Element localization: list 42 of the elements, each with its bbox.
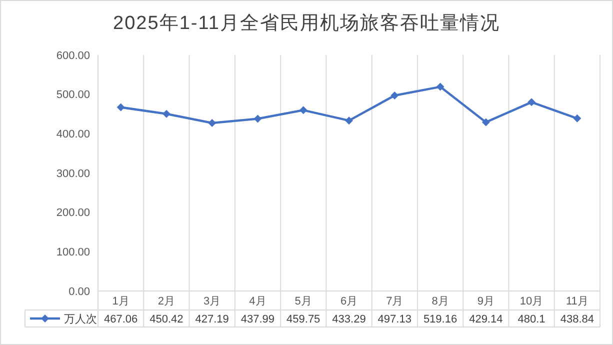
- data-label: 459.75: [286, 313, 320, 326]
- x-tick-label: 9月: [477, 295, 494, 308]
- data-label: 429.14: [469, 313, 503, 326]
- x-tick-label: 4月: [249, 295, 266, 308]
- data-label: 438.84: [560, 313, 594, 326]
- x-tick-label: 11月: [566, 295, 588, 308]
- point: [436, 82, 444, 91]
- data-label: 433.29: [332, 313, 366, 326]
- y-tick-label: 500.00: [56, 89, 90, 102]
- point: [208, 118, 216, 127]
- x-tick-label: 5月: [294, 295, 312, 308]
- point: [254, 114, 262, 123]
- chart-title: 2025年1-11月全省民用机场旅客吞吐量情况: [113, 12, 500, 34]
- y-tick-label: 0.00: [68, 286, 90, 298]
- data-label: 497.13: [378, 313, 412, 326]
- x-tick-label: 3月: [204, 295, 221, 308]
- x-tick-label: 10月: [520, 295, 544, 308]
- x-tick-label: 1月: [112, 295, 130, 308]
- y-tick-label: 600.00: [56, 50, 90, 62]
- point: [162, 110, 170, 118]
- y-tick-label: 200.00: [56, 207, 90, 220]
- data-label: 519.16: [423, 313, 458, 326]
- x-tick-label: 6月: [340, 295, 358, 308]
- data-label: 480.1: [518, 313, 546, 326]
- point: [482, 118, 490, 126]
- point: [116, 103, 125, 112]
- y-tick-label: 400.00: [56, 128, 90, 141]
- data-label: 467.06: [104, 313, 138, 326]
- point: [573, 114, 582, 122]
- data-label: 450.42: [150, 313, 184, 326]
- x-tick-label: 7月: [386, 295, 404, 308]
- data-label: 427.19: [195, 313, 229, 326]
- point: [299, 106, 308, 114]
- point: [528, 98, 536, 106]
- point: [390, 91, 399, 100]
- y-tick-label: 100.00: [56, 246, 90, 259]
- x-tick-label: 8月: [432, 295, 449, 308]
- point: [345, 116, 353, 125]
- y-tick-label: 300.00: [56, 168, 90, 180]
- x-tick-label: 2月: [158, 295, 176, 308]
- legend-label: 万人次: [64, 313, 97, 326]
- data-label: 437.99: [240, 313, 275, 326]
